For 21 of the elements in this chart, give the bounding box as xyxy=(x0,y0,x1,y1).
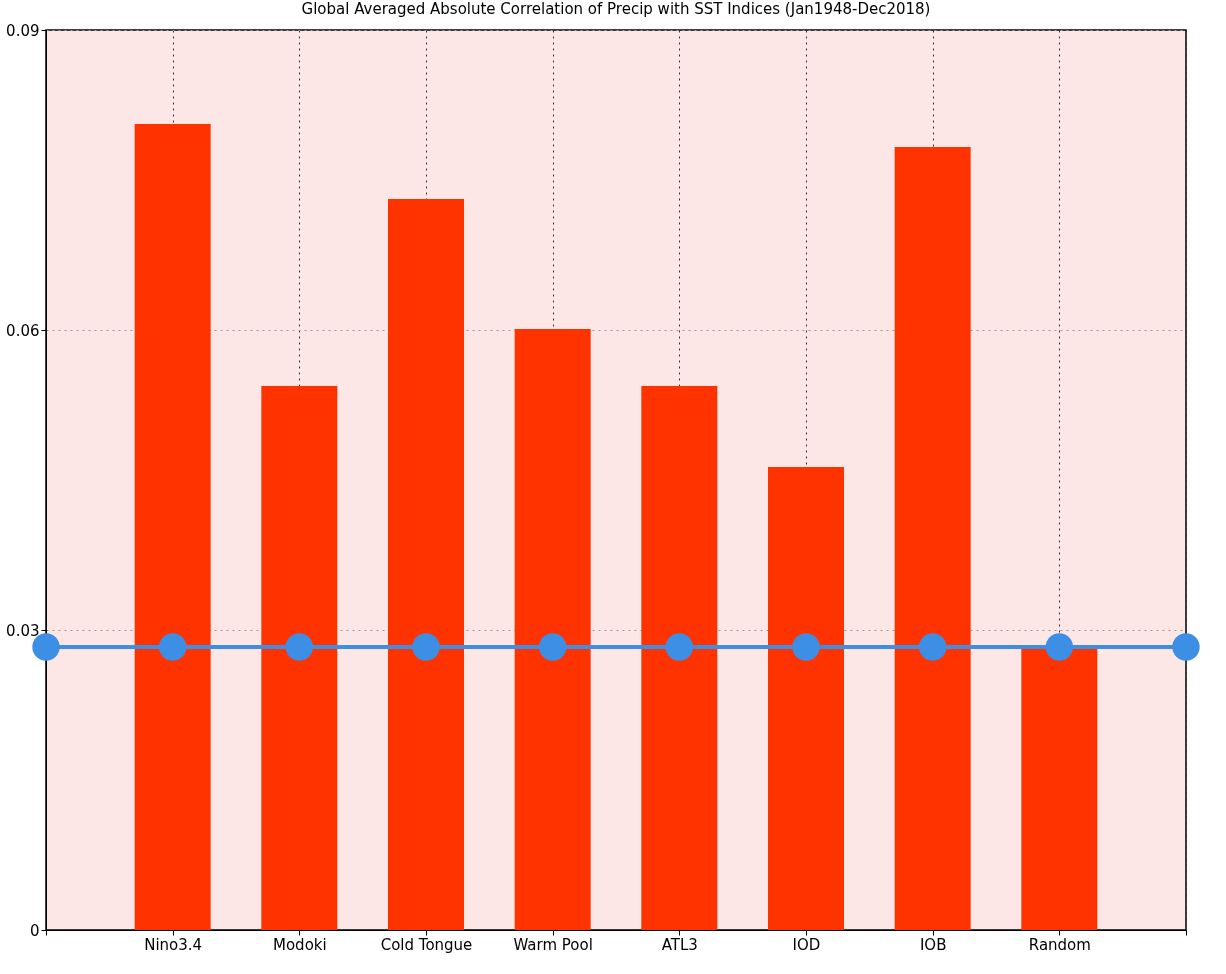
x-tick-label: Cold Tongue xyxy=(380,935,473,954)
y-tick-label: 0.03 xyxy=(6,621,40,640)
bar xyxy=(261,386,338,930)
bar xyxy=(641,386,718,930)
x-tick-label: IOD xyxy=(792,935,821,954)
x-tick-label: ATL3 xyxy=(661,935,698,954)
x-tick-label: Modoki xyxy=(273,935,327,954)
bar xyxy=(768,467,844,930)
bar xyxy=(134,124,211,930)
y-tick-label: 0 xyxy=(29,921,40,940)
x-tick-label: IOB xyxy=(919,935,947,954)
y-tick-label: 0.09 xyxy=(6,21,40,40)
bar xyxy=(514,329,591,930)
y-tick-label: 0.06 xyxy=(6,321,40,340)
chart-title: Global Averaged Absolute Correlation of Precip with SST Indices (Jan1948-Dec2018) xyxy=(301,0,931,18)
x-tick-label: Nino3.4 xyxy=(144,935,203,954)
x-tick-label: Random xyxy=(1028,935,1091,954)
bar xyxy=(894,147,971,930)
bar xyxy=(388,199,464,930)
bar xyxy=(1021,648,1098,930)
x-tick-label: Warm Pool xyxy=(513,935,593,954)
